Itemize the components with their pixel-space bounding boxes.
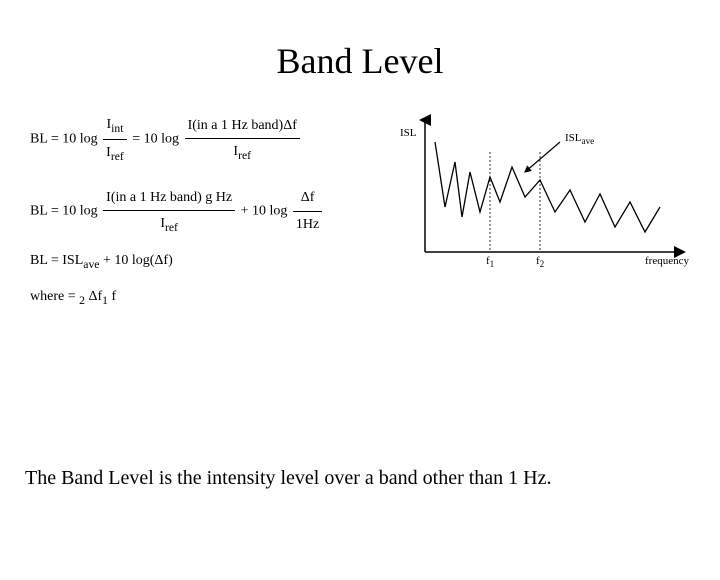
eq4-sub1: 1 [102, 294, 108, 307]
spectrum-line [435, 142, 660, 232]
eq3-tail: + 10 log(Δf) [99, 253, 172, 268]
eq3-prefix: BL = ISL [30, 253, 83, 268]
eq1-frac2-num: I(in a 1 Hz band)Δf [185, 113, 300, 139]
footer-text: The Band Level is the intensity level ov… [0, 467, 720, 490]
f1-sub: 1 [490, 259, 495, 269]
x-axis-label: frequency [645, 255, 689, 267]
eq1-frac1-den-sub: ref [111, 150, 124, 163]
eq2-frac2-den: 1Hz [293, 212, 322, 237]
eq2-frac1: I(in a 1 Hz band) g Hz Iref [103, 185, 235, 238]
eq4-tail: f [111, 289, 116, 304]
equation-3: BL = ISLave + 10 log(Δf) [30, 248, 390, 275]
eq2-frac1-num: I(in a 1 Hz band) g Hz [103, 185, 235, 211]
eq4-df: Δf [88, 289, 102, 304]
eq4-prefix: where [30, 289, 68, 304]
equation-4: where = 2 Δf1 f [30, 284, 390, 311]
eq1-mid: = 10 log [132, 132, 179, 147]
eq1-frac1: Iint Iref [103, 112, 127, 167]
isl-ave-text: ISL [565, 132, 582, 144]
isl-ave-label: ISLave [565, 132, 594, 146]
eq1-frac2: I(in a 1 Hz band)Δf Iref [185, 113, 300, 166]
chart: ISL ISLave f1 f2 frequency [400, 112, 720, 282]
equation-1: BL = 10 log Iint Iref = 10 log I(in a 1 … [30, 112, 390, 167]
y-axis-label: ISL [400, 127, 417, 139]
f2-label: f2 [536, 255, 544, 269]
equations-block: BL = 10 log Iint Iref = 10 log I(in a 1 … [0, 112, 390, 321]
eq1-frac2-den-sub: ref [238, 149, 251, 162]
chart-svg [400, 112, 700, 272]
eq1-frac1-num-sub: int [111, 122, 123, 135]
isl-ave-arrow [525, 142, 560, 172]
eq4-sub2: 2 [79, 294, 85, 307]
eq1-prefix: BL = 10 log [30, 132, 98, 147]
content-row: BL = 10 log Iint Iref = 10 log I(in a 1 … [0, 112, 720, 321]
equation-2: BL = 10 log I(in a 1 Hz band) g Hz Iref … [30, 185, 390, 238]
eq2-mid: + 10 log [241, 203, 288, 218]
page-title: Band Level [0, 40, 720, 82]
f2-sub: 2 [540, 259, 545, 269]
eq3-sub: ave [83, 257, 99, 270]
f1-label: f1 [486, 255, 494, 269]
eq2-frac2: Δf 1Hz [293, 185, 322, 236]
eq4-mid: = [68, 289, 79, 304]
eq2-prefix: BL = 10 log [30, 203, 98, 218]
eq2-frac2-num: Δf [293, 185, 322, 211]
isl-ave-sub: ave [582, 136, 595, 146]
eq2-frac1-den-sub: ref [165, 221, 178, 234]
